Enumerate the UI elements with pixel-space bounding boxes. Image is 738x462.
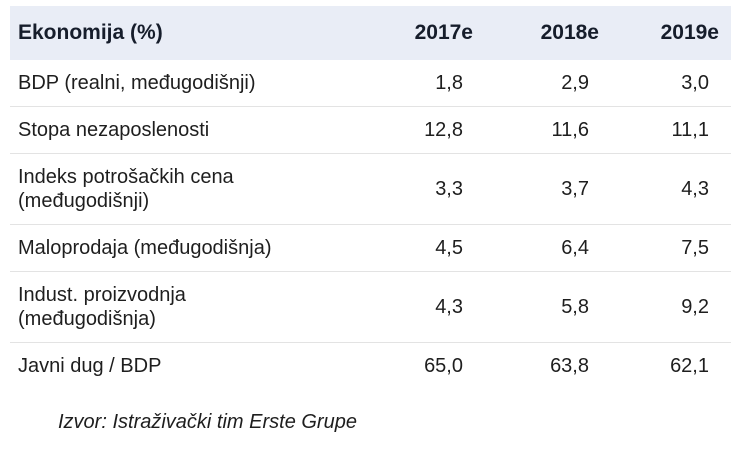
economic-indicators-table-page: Ekonomija (%) 2017e 2018e 2019e BDP (rea… (10, 6, 731, 433)
table-title: Ekonomija (%) (10, 6, 379, 60)
cell-value: 3,0 (681, 71, 709, 94)
source-note: Izvor: Istraživački tim Erste Grupe (58, 411, 357, 433)
row-label: Indeks potrošačkih cena (međugodišnji) (10, 153, 379, 225)
table-row-indeks-cena: Indeks potrošačkih cena (međugodišnji) 3… (10, 153, 731, 225)
cell-value: 63,8 (491, 342, 607, 389)
row-label: Maloprodaja (međugodišnja) (10, 224, 379, 272)
row-label: Indust. proizvodnja (međugodišnja) (10, 271, 379, 343)
cell-value: 2,9 (561, 71, 589, 94)
cell-value: 11,1 (607, 106, 731, 154)
column-header-2018e: 2018e (491, 6, 607, 60)
cell-value: 4,3 (379, 271, 491, 343)
cell-value: 62,1 (607, 342, 731, 389)
cell-value: 12,8 (379, 106, 491, 154)
column-header-2019e: 2019e (607, 6, 731, 60)
table-header-row: Ekonomija (%) 2017e 2018e 2019e (10, 6, 731, 60)
row-label: BDP (realni, međugodišnji) (18, 72, 256, 94)
cell-value: 3,7 (491, 153, 607, 225)
row-label: Javni dug / BDP (10, 342, 379, 389)
table-row-proizvodnja: Indust. proizvodnja (međugodišnja) 4,3 5… (10, 271, 731, 343)
cell-value: 3,3 (379, 153, 491, 225)
table-row-javni-dug: Javni dug / BDP 65,0 63,8 62,1 (10, 342, 731, 389)
cell-value: 65,0 (379, 342, 491, 389)
table-row-nezaposlenost: Stopa nezaposlenosti 12,8 11,6 11,1 (10, 106, 731, 154)
table-row-bdp: BDP (realni, međugodišnji) 1,8 2,9 3,0 (10, 60, 731, 107)
table-row-maloprodaja: Maloprodaja (međugodišnja) 4,5 6,4 7,5 (10, 224, 731, 272)
cell-value: 11,6 (491, 106, 607, 154)
row-label: Stopa nezaposlenosti (10, 106, 379, 154)
cell-value: 4,5 (379, 224, 491, 272)
cell-value: 1,8 (435, 71, 463, 94)
cell-value: 6,4 (491, 224, 607, 272)
cell-value: 7,5 (607, 224, 731, 272)
column-header-2017e: 2017e (379, 6, 491, 60)
cell-value: 4,3 (607, 153, 731, 225)
cell-value: 9,2 (607, 271, 731, 343)
cell-value: 5,8 (491, 271, 607, 343)
economy-table: Ekonomija (%) 2017e 2018e 2019e BDP (rea… (10, 6, 731, 389)
